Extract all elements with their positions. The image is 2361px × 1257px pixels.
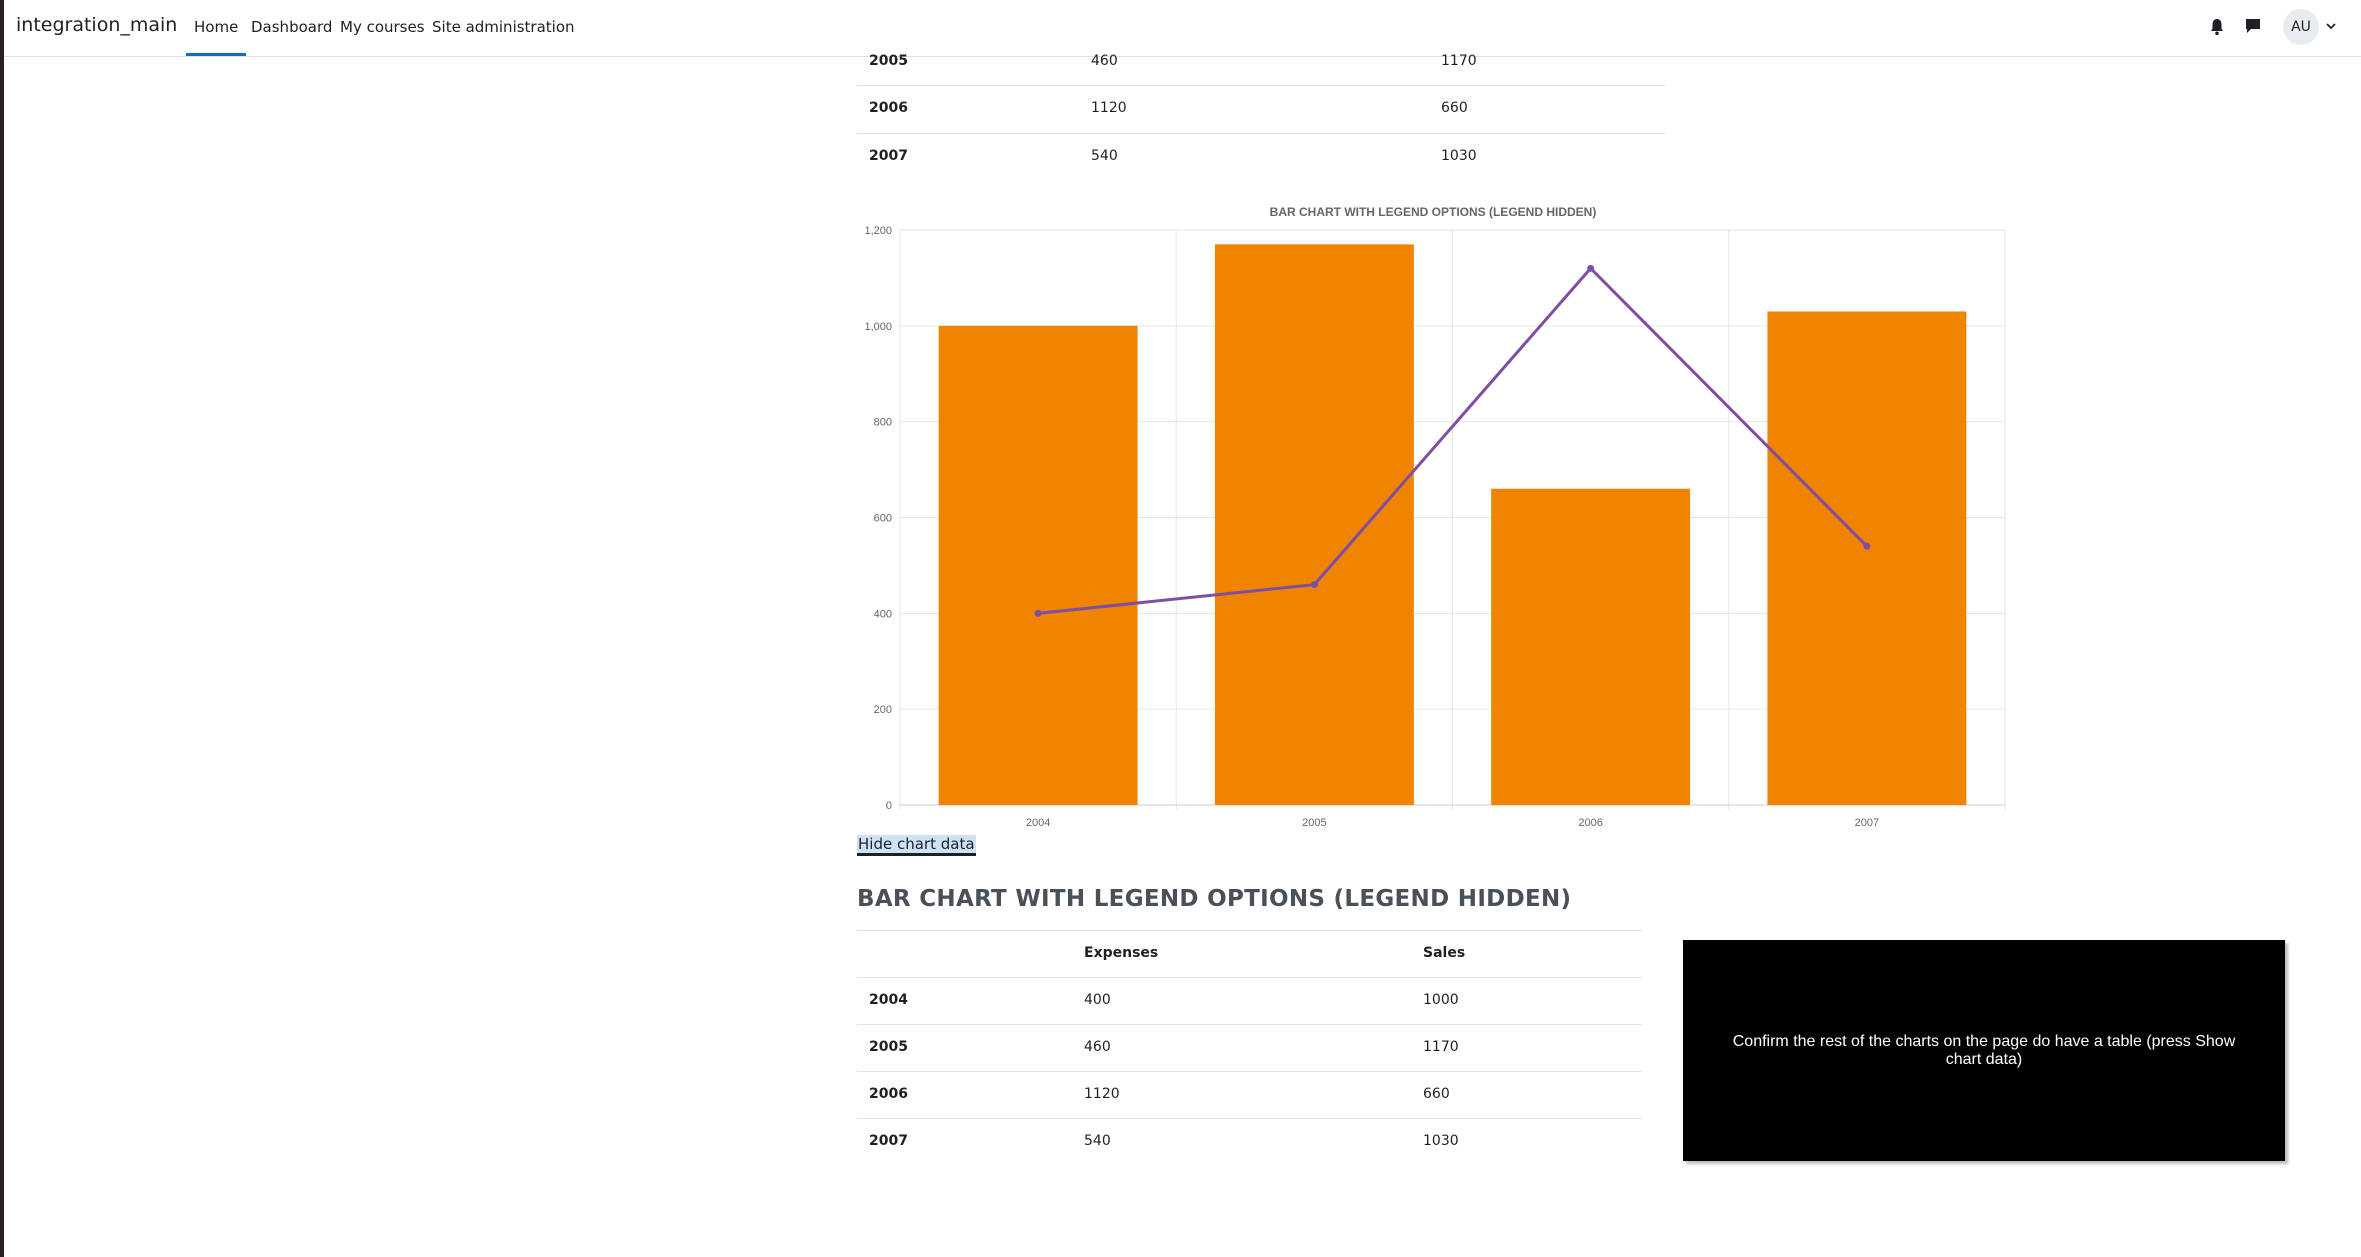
row-expenses: 540 [1084, 1133, 1111, 1149]
table-row: 2005 460 1170 [857, 45, 1665, 86]
table-row: 2006 1120 660 [857, 86, 1665, 134]
row-year: 2006 [869, 1086, 908, 1102]
row-sales: 1000 [1423, 992, 1459, 1008]
bell-icon[interactable] [2209, 18, 2225, 36]
y-tick-label: 400 [874, 608, 892, 620]
nav-site-administration[interactable]: Site administration [432, 18, 575, 36]
y-tick-label: 1,000 [864, 321, 892, 333]
row-expenses: 400 [1084, 992, 1111, 1008]
row-expenses: 1120 [1084, 1086, 1120, 1102]
bar-line-chart: BAR CHART WITH LEGEND OPTIONS (LEGEND HI… [864, 205, 2006, 829]
top-navbar: integration_main Home Dashboard My cours… [4, 0, 2361, 57]
header-sales: Sales [1423, 945, 1466, 961]
table-header-row: Expenses Sales [857, 931, 1642, 978]
y-tick-label: 1,200 [864, 225, 892, 237]
section-heading: BAR CHART WITH LEGEND OPTIONS (LEGEND HI… [857, 886, 1572, 912]
x-tick-label: 2007 [1855, 817, 1879, 829]
table-row: 2004 400 1000 [857, 978, 1642, 1025]
row-year: 2005 [869, 1039, 908, 1055]
row-sales: 1030 [1441, 148, 1477, 164]
y-tick-label: 800 [874, 417, 892, 429]
line-point [1034, 609, 1042, 617]
bar [1491, 488, 1691, 805]
chevron-down-icon[interactable] [2325, 21, 2337, 31]
chart-title: BAR CHART WITH LEGEND OPTIONS (LEGEND HI… [1270, 205, 1597, 219]
nav-dashboard[interactable]: Dashboard [251, 18, 333, 36]
table-row: 2007 540 1030 [857, 134, 1665, 182]
header-expenses: Expenses [1084, 945, 1159, 961]
row-year: 2006 [869, 100, 908, 116]
bar [1214, 244, 1414, 805]
x-tick-label: 2005 [1302, 817, 1326, 829]
message-icon[interactable] [2244, 17, 2262, 35]
top-data-table: 2005 460 1170 2006 1120 660 2007 540 103… [857, 45, 1665, 190]
y-tick-label: 600 [874, 513, 892, 525]
y-axis-ticks: 0 200 400 600 800 1,000 1,200 [864, 225, 892, 812]
chart-data-table: Expenses Sales 2004 400 1000 2005 460 11… [857, 930, 1642, 1171]
nav-active-indicator [186, 53, 246, 56]
line-point [1587, 264, 1595, 272]
row-expenses: 1120 [1091, 100, 1127, 116]
tooltip-text: Confirm the rest of the charts on the pa… [1732, 1032, 2236, 1068]
row-expenses: 460 [1084, 1039, 1111, 1055]
bar [938, 325, 1138, 805]
table-row: 2007 540 1030 [857, 1119, 1642, 1166]
row-sales: 1030 [1423, 1133, 1459, 1149]
bar-series [938, 244, 1967, 805]
hide-chart-data-link[interactable]: Hide chart data [857, 835, 976, 856]
row-year: 2007 [869, 148, 908, 164]
x-tick-label: 2004 [1026, 817, 1050, 829]
y-tick-label: 0 [886, 800, 892, 812]
row-expenses: 460 [1091, 53, 1118, 69]
tour-step-tooltip[interactable]: Confirm the rest of the charts on the pa… [1683, 940, 2285, 1161]
user-avatar[interactable]: AU [2283, 9, 2319, 45]
x-axis-ticks: 2004 2005 2006 2007 [1026, 817, 1879, 829]
row-sales: 660 [1423, 1086, 1450, 1102]
bar [1767, 311, 1967, 805]
row-sales: 1170 [1423, 1039, 1459, 1055]
y-tick-label: 200 [874, 704, 892, 716]
row-year: 2007 [869, 1133, 908, 1149]
row-expenses: 540 [1091, 148, 1118, 164]
table-row: 2005 460 1170 [857, 1025, 1642, 1072]
row-sales: 1170 [1441, 53, 1477, 69]
window-edge [0, 0, 4, 1257]
row-year: 2005 [869, 53, 908, 69]
line-point [1863, 542, 1871, 550]
site-brand[interactable]: integration_main [16, 14, 178, 36]
nav-home[interactable]: Home [194, 18, 239, 36]
table-row: 2006 1120 660 [857, 1072, 1642, 1119]
line-path [1037, 266, 1868, 615]
line-series [1034, 264, 1871, 617]
row-sales: 660 [1441, 100, 1468, 116]
nav-my-courses[interactable]: My courses [340, 18, 425, 36]
row-year: 2004 [869, 992, 908, 1008]
line-point [1310, 581, 1318, 589]
x-tick-label: 2006 [1578, 817, 1602, 829]
